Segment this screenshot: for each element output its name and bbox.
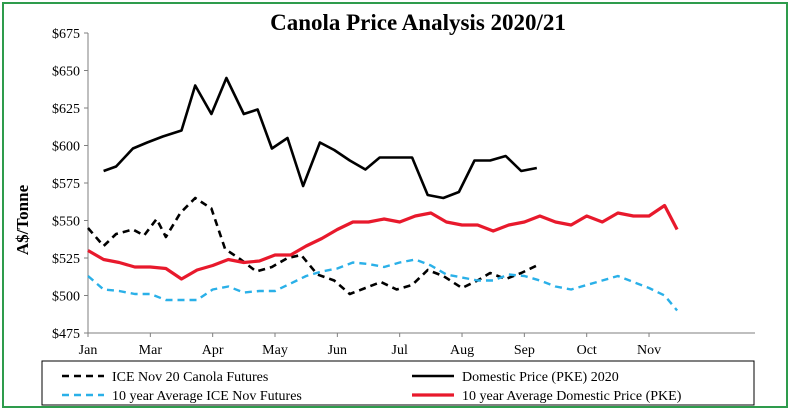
y-axis-label: A$/Tonne — [13, 184, 32, 255]
x-tick-label: Apr — [202, 343, 224, 358]
series-line-4 — [87, 203, 679, 281]
x-tick-label: Jul — [392, 343, 408, 358]
series-line-2 — [103, 76, 538, 200]
x-tick-label: Jun — [328, 343, 347, 358]
y-tick-label: $600 — [52, 140, 80, 155]
chart-title: Canola Price Analysis 2020/21 — [270, 10, 566, 35]
x-tick-label: Jan — [79, 343, 98, 358]
y-tick-label: $475 — [52, 327, 80, 342]
x-tick-label: Mar — [139, 343, 163, 358]
x-tick-label: Aug — [450, 343, 474, 358]
y-tick-label: $650 — [52, 65, 80, 80]
x-tick-label: Nov — [637, 343, 661, 358]
y-tick-label: $575 — [52, 177, 80, 192]
legend: ICE Nov 20 Canola Futures Domestic Price … — [41, 360, 755, 406]
y-tick-label: $625 — [52, 102, 80, 117]
legend-entry: 10 year Average Domestic Price (PKE) — [462, 389, 682, 404]
axes — [84, 32, 755, 337]
legend-entry: 10 year Average ICE Nov Futures — [112, 389, 302, 404]
y-tick-label: $675 — [52, 27, 80, 42]
chart-frame — [2, 2, 788, 408]
legend-box — [41, 360, 755, 406]
series-lines — [87, 76, 679, 312]
legend-entry: Domestic Price (PKE) 2020 — [462, 370, 619, 385]
y-tick-label: $550 — [52, 215, 80, 230]
x-tick-label: Oct — [577, 343, 597, 358]
legend-entry: ICE Nov 20 Canola Futures — [112, 370, 268, 385]
series-line-3 — [87, 258, 679, 312]
series-line-1 — [87, 196, 538, 296]
x-tick-label: Sep — [514, 343, 535, 358]
x-tick-label: May — [262, 343, 288, 358]
y-tick-label: $525 — [52, 252, 80, 267]
y-tick-label: $500 — [52, 290, 80, 305]
tick-labels: $475 $500 $525 $550 $575 $600 $625 $650 $675 Jan M… — [52, 27, 661, 358]
